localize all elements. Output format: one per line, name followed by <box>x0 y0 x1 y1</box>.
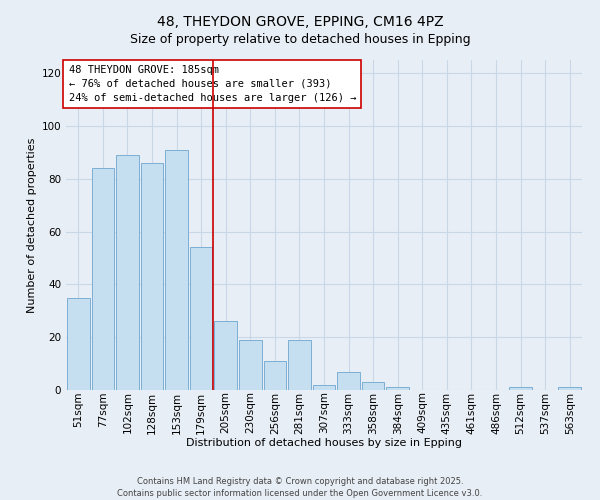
Bar <box>214 322 237 390</box>
Text: 48, THEYDON GROVE, EPPING, CM16 4PZ: 48, THEYDON GROVE, EPPING, CM16 4PZ <box>157 15 443 29</box>
Bar <box>509 388 532 390</box>
X-axis label: Distribution of detached houses by size in Epping: Distribution of detached houses by size … <box>186 438 462 448</box>
Y-axis label: Number of detached properties: Number of detached properties <box>27 138 37 312</box>
Bar <box>559 388 581 390</box>
Bar <box>92 168 114 390</box>
Bar <box>67 298 89 390</box>
Text: Contains HM Land Registry data © Crown copyright and database right 2025.
Contai: Contains HM Land Registry data © Crown c… <box>118 476 482 498</box>
Text: Size of property relative to detached houses in Epping: Size of property relative to detached ho… <box>130 32 470 46</box>
Bar <box>362 382 385 390</box>
Bar <box>337 372 360 390</box>
Bar <box>116 155 139 390</box>
Bar <box>313 384 335 390</box>
Bar <box>239 340 262 390</box>
Bar <box>190 248 212 390</box>
Bar <box>140 163 163 390</box>
Bar <box>263 361 286 390</box>
Text: 48 THEYDON GROVE: 185sqm
← 76% of detached houses are smaller (393)
24% of semi-: 48 THEYDON GROVE: 185sqm ← 76% of detach… <box>68 65 356 103</box>
Bar <box>288 340 311 390</box>
Bar <box>165 150 188 390</box>
Bar <box>386 388 409 390</box>
